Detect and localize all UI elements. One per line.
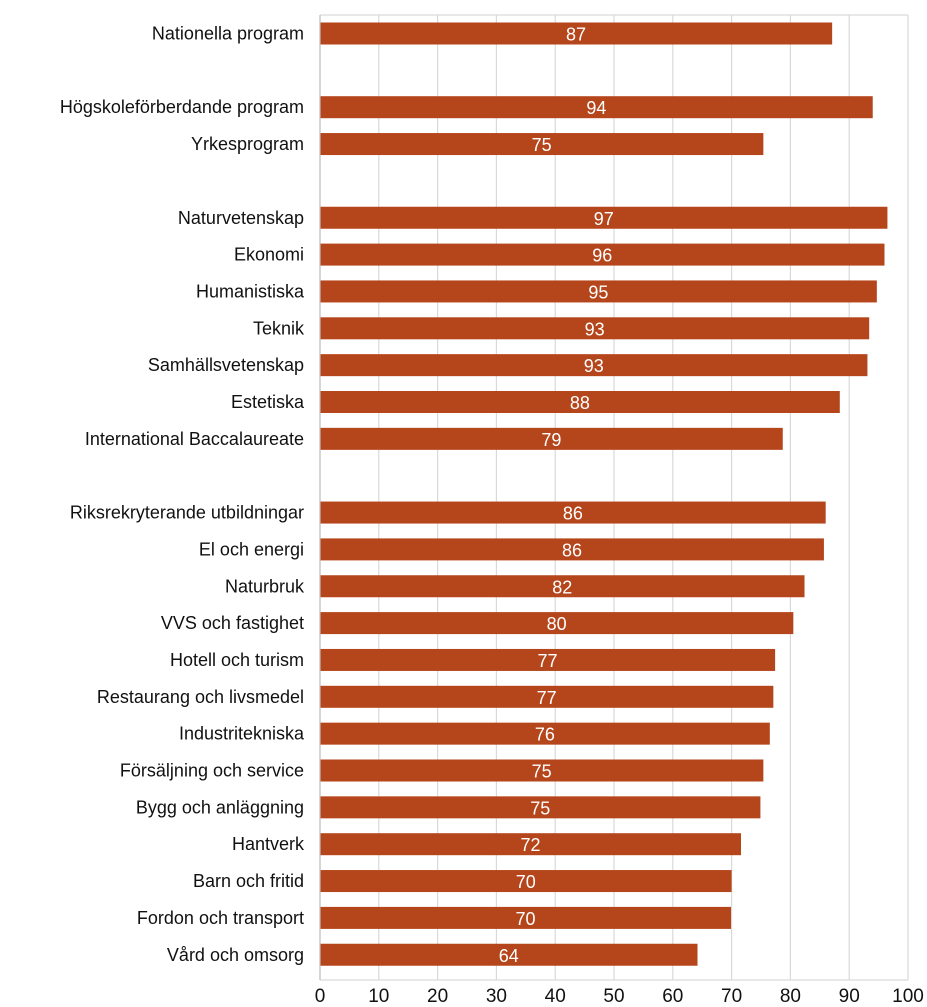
category-label: Barn och fritid [193,871,304,891]
data-label: 82 [552,577,572,597]
bar [320,906,732,929]
bar [320,280,877,303]
category-label: International Baccalaureate [85,429,304,449]
bar [320,354,868,377]
data-label: 72 [520,835,540,855]
x-tick-label: 80 [780,986,801,1007]
data-label: 93 [585,319,605,339]
bar [320,870,732,893]
category-label: Ekonomi [234,245,304,265]
bar [320,796,761,819]
data-label: 64 [499,946,519,966]
category-label: Vård och omsorg [167,945,304,965]
data-label: 70 [516,872,536,892]
category-label: Industritekniska [179,724,305,744]
data-label: 79 [541,430,561,450]
bar [320,759,764,782]
category-label: Teknik [253,318,305,338]
bar [320,612,794,635]
data-label: 75 [532,762,552,782]
category-label: Restaurang och livsmedel [97,687,304,707]
data-label: 80 [547,614,567,634]
data-label: 86 [563,504,583,524]
category-label: VVS och fastighet [161,613,304,633]
category-label: Yrkesprogram [191,134,304,154]
category-label: Bygg och anläggning [136,797,304,817]
data-label: 70 [515,909,535,929]
x-tick-label: 10 [368,986,389,1007]
category-label: Högskoleförberdande program [60,97,304,117]
data-label: 75 [530,798,550,818]
bar [320,133,764,156]
data-label: 96 [592,246,612,266]
bar [320,427,783,450]
category-label: Humanistiska [196,281,305,301]
bars [320,22,888,966]
bar [320,317,870,340]
bar [320,96,873,119]
category-label: Hantverk [232,834,305,854]
category-label: Samhällsvetenskap [148,355,304,375]
data-label: 87 [566,25,586,45]
bar [320,22,833,45]
bar [320,575,805,598]
data-label: 86 [562,540,582,560]
data-label: 77 [537,688,557,708]
bar [320,391,840,413]
data-label: 93 [584,356,604,376]
category-label: El och energi [199,539,304,559]
category-label: Hotell och turism [170,650,304,670]
grid [319,14,909,981]
category-label: Nationella program [152,24,304,44]
x-tick-label: 70 [721,986,742,1007]
bar [320,501,826,524]
category-label: Riksrekryterande utbildningar [70,503,304,523]
x-tick-label: 30 [486,986,507,1007]
bar [320,243,885,266]
bar [320,648,776,671]
x-tick-label: 0 [315,986,326,1007]
data-label: 88 [570,393,590,413]
category-label: Naturvetenskap [178,208,304,228]
x-tick-label: 50 [603,986,624,1007]
data-label: 97 [594,209,614,229]
data-label: 95 [588,282,608,302]
bar [320,722,770,745]
category-label: Fordon och transport [137,908,304,928]
bar [320,685,774,708]
category-label: Försäljning och service [120,761,304,781]
data-label: 94 [586,98,606,118]
bar [320,833,742,856]
x-tick-label: 40 [545,986,566,1007]
category-label: Naturbruk [225,576,305,596]
category-label: Estetiska [231,392,305,412]
x-tick-label: 60 [662,986,683,1007]
x-tick-label: 20 [427,986,448,1007]
data-label: 76 [535,725,555,745]
bar [320,943,698,966]
data-label: 75 [532,135,552,155]
bar [320,206,888,229]
bar [320,538,824,561]
x-tick-label: 100 [892,986,924,1007]
data-label: 77 [538,651,558,671]
labels: 0 10 20 30 40 50 60 70 80 90 100 Nationella program… [60,24,924,1007]
x-tick-label: 90 [839,986,860,1007]
